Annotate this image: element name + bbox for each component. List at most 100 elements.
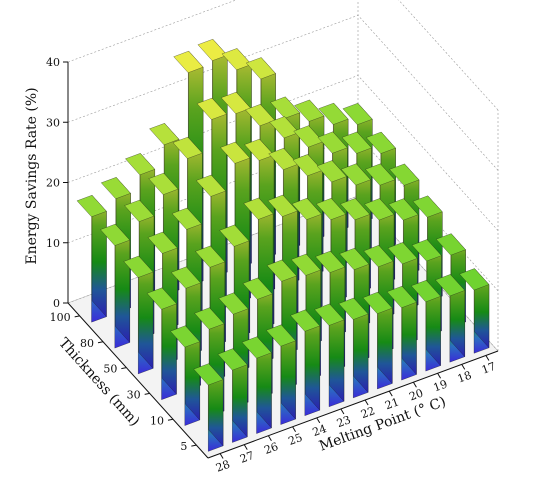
bar-top-face xyxy=(411,239,442,262)
bar xyxy=(314,303,345,408)
z-tick-label: 10 xyxy=(46,237,60,250)
bar-top-face xyxy=(242,277,273,300)
x-tick-mark xyxy=(485,355,490,361)
x-tick-mark xyxy=(292,426,297,433)
z-tick-label: 20 xyxy=(46,177,60,190)
bar xyxy=(362,291,393,390)
bar-top-face xyxy=(193,363,224,386)
x-tick-label: 26 xyxy=(262,440,280,457)
bar-top-face xyxy=(389,163,420,186)
x-tick-label: 25 xyxy=(287,431,305,448)
bar-top-face xyxy=(171,207,202,230)
bar-top-face xyxy=(196,97,227,120)
bar xyxy=(410,279,441,372)
bar xyxy=(241,336,272,434)
bar-top-face xyxy=(195,245,226,268)
bar xyxy=(338,297,369,399)
bar-top-face xyxy=(124,199,155,222)
bar-top-face xyxy=(363,245,394,268)
x-tick-label: 20 xyxy=(407,386,425,403)
x-tick-mark xyxy=(461,364,466,370)
bar-top-face xyxy=(388,198,419,221)
bar-top-face xyxy=(386,286,417,308)
bar-top-face xyxy=(217,348,248,371)
bar-top-face xyxy=(410,280,441,303)
bar-top-face xyxy=(338,297,369,320)
bar-top-face xyxy=(290,253,321,276)
bar-top-face xyxy=(315,250,346,273)
bar-top-face xyxy=(241,336,272,359)
bar xyxy=(217,348,248,443)
bar-top-face xyxy=(340,163,371,186)
bar-top-face xyxy=(365,131,396,154)
axes-group: 0 10 20 30 40 5 10 30 50 80 100 28 27 26 25 24 23 22 21 20 1… xyxy=(46,56,499,475)
bar-top-face xyxy=(146,287,177,310)
bar-top-face xyxy=(147,231,178,254)
bar-top-face xyxy=(459,268,490,291)
bar-top-face xyxy=(341,131,372,154)
bar-top-face xyxy=(244,138,275,161)
bar-top-face xyxy=(267,194,298,217)
bar-top-face xyxy=(339,248,370,270)
bar-top-face xyxy=(197,39,228,61)
y-tick-mark xyxy=(167,418,174,421)
bar-top-face xyxy=(435,233,466,256)
bar-top-face xyxy=(100,223,131,246)
bar-top-face xyxy=(123,255,154,278)
z-tick-label: 40 xyxy=(46,56,60,69)
bar-top-face xyxy=(412,195,443,218)
bars-group xyxy=(76,38,490,452)
bar-top-face xyxy=(170,325,201,348)
bar xyxy=(170,325,201,426)
bar-top-face xyxy=(317,131,348,154)
y-tick-label: 30 xyxy=(127,388,141,401)
bar-top-face xyxy=(342,103,373,125)
bar-top-face xyxy=(148,172,179,195)
bar-top-face xyxy=(221,48,252,71)
bar xyxy=(123,255,154,375)
z-tick-label: 30 xyxy=(46,116,60,129)
y-tick-mark xyxy=(121,367,127,370)
z-grid-line xyxy=(67,0,499,111)
x-tick-mark xyxy=(340,408,345,415)
bar-top-face xyxy=(387,242,418,265)
y-tick-label: 50 xyxy=(103,363,117,376)
bar-top-face xyxy=(340,198,371,221)
bar-top-face xyxy=(195,174,226,197)
bar-top-face xyxy=(294,99,325,122)
x-tick-mark xyxy=(412,381,417,388)
x-tick-mark xyxy=(364,399,369,406)
bar-top-face xyxy=(172,136,203,159)
z-tick-label: 0 xyxy=(53,297,60,310)
x-tick-mark xyxy=(388,390,393,397)
y-tick-mark xyxy=(97,341,104,344)
x-axis-line xyxy=(207,350,499,459)
bar-top-face xyxy=(293,125,324,148)
x-tick-mark xyxy=(437,373,442,379)
bar-top-face xyxy=(362,291,393,314)
bar xyxy=(265,324,296,425)
y-tick-mark xyxy=(191,444,197,447)
bar-top-face xyxy=(149,123,180,146)
x-tick-mark xyxy=(267,435,272,441)
bar-top-face xyxy=(100,177,131,199)
y-axis-line xyxy=(67,302,209,459)
bar-top-face xyxy=(270,96,301,119)
bar xyxy=(100,223,131,349)
y-tick-mark xyxy=(144,392,150,395)
bar-top-face xyxy=(194,307,225,330)
bar xyxy=(146,287,177,400)
bar xyxy=(193,363,224,452)
x-tick-mark xyxy=(243,444,248,450)
x-tick-label: 19 xyxy=(432,378,450,395)
y-tick-label: 100 xyxy=(50,311,71,324)
bar xyxy=(386,285,417,381)
y-tick-label: 10 xyxy=(150,414,164,427)
bar-top-face xyxy=(315,198,346,220)
y-tick-mark xyxy=(74,315,80,318)
bar-top-face xyxy=(265,324,296,347)
bar xyxy=(290,309,321,416)
bar-top-face xyxy=(435,274,466,297)
